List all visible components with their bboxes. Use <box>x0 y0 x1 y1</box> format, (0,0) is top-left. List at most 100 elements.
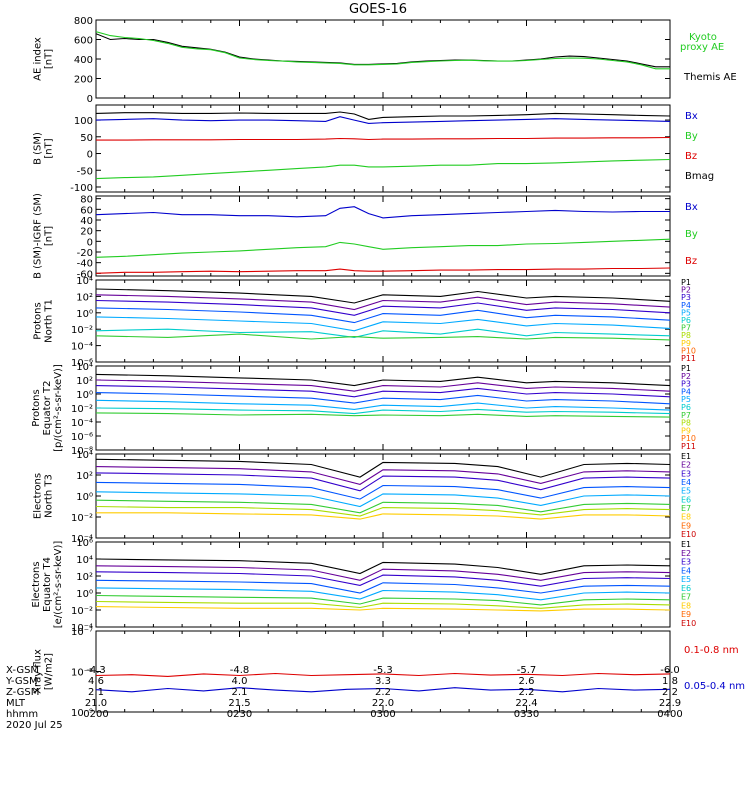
legend-label: P11 <box>681 442 696 451</box>
series-group <box>96 373 670 418</box>
y-tick-label: 10⁻² <box>71 325 93 336</box>
series-line-p4 <box>96 307 670 324</box>
y-axis-label: Electrons <box>31 561 42 607</box>
y-tick-label: 10⁰ <box>76 309 93 320</box>
y-axis-label: [nT] <box>44 138 55 158</box>
panel-pn: 10⁴ 10² 10⁰ 10⁻² 10⁻⁴ 10⁻⁶ Protons North T1 P1P2… <box>33 276 697 369</box>
legend-label: E7 <box>681 504 691 513</box>
series-line-e6 <box>96 594 670 606</box>
series-line-0-05-0-4-nm <box>96 687 670 693</box>
y-tick-label: 0 <box>87 150 93 161</box>
legend-label: Bx <box>685 111 698 122</box>
legend-label: P11 <box>681 354 696 363</box>
x-tick-value: -4.8 <box>230 665 250 676</box>
y-axis-label: [W/m2] <box>44 653 55 690</box>
y-axis-label: Protons <box>33 302 44 339</box>
series-line-p7 <box>96 333 670 341</box>
series-line-p3 <box>96 299 670 316</box>
y-axis-label: Equator T2 <box>42 381 53 436</box>
x-row-label: MLT <box>6 698 26 709</box>
legend-label: E8 <box>681 601 691 610</box>
series-line-p3 <box>96 385 670 398</box>
series-line-bz <box>96 267 670 274</box>
series-line-p6 <box>96 407 670 415</box>
legend-label: P2 <box>681 286 691 295</box>
series-group <box>96 458 670 520</box>
legend-label: E6 <box>681 584 691 593</box>
series-line-0-1-0-8-nm <box>96 672 670 677</box>
series-line-e2 <box>96 565 670 581</box>
y-tick-label: 10⁻² <box>71 606 93 617</box>
legend-label: Bx <box>685 202 698 213</box>
legend-label: Themis AE <box>683 72 737 83</box>
x-tick-value: 0200 <box>83 709 108 720</box>
legend-label: P3 <box>681 293 691 302</box>
y-tick-label: 600 <box>74 36 93 47</box>
y-tick-label: 10⁻² <box>71 404 93 415</box>
series-line-p2 <box>96 379 670 392</box>
series-line-p2 <box>96 294 670 311</box>
y-tick-label: 100 <box>74 116 93 127</box>
legend-label: P8 <box>681 331 691 340</box>
series-line-e1 <box>96 458 670 478</box>
legend-label: P2 <box>681 372 691 381</box>
series-line-e3 <box>96 571 670 587</box>
legend-label: P7 <box>681 324 691 333</box>
panel-pe: 10⁴ 10² 10⁰ 10⁻² 10⁻⁴ 10⁻⁶ 10⁻⁸ Protons Equator … <box>31 362 696 457</box>
x-row-label: X-GSM <box>6 665 39 676</box>
x-tick-value: 2.2 <box>662 687 678 698</box>
series-line-e4 <box>96 481 670 500</box>
legend-label: P6 <box>681 403 691 412</box>
y-axis-label: North T3 <box>44 474 55 518</box>
panel-en: 10⁴ 10² 10⁰ 10⁻² 10⁻⁴ Electrons North T3 E1E2E3… <box>33 450 697 545</box>
legend-label: E3 <box>681 558 691 567</box>
y-tick-label: 50 <box>80 133 93 144</box>
y-tick-label: 200 <box>74 75 93 86</box>
y-tick-label: -50 <box>77 166 93 177</box>
y-tick-label: 0 <box>87 237 93 248</box>
y-tick-label: 10⁰ <box>76 589 93 600</box>
legend-label: P6 <box>681 316 691 325</box>
series-line-e7 <box>96 600 670 609</box>
series-line-e8 <box>96 512 670 520</box>
legend-label: P5 <box>681 308 691 317</box>
panel-xray: 10⁻⁷ 10⁻⁸ 10⁻⁹ Xray flux [W/m2] 0.1-0.8 nm 0.0… <box>33 627 746 719</box>
x-row-label: Z-GSM <box>6 687 39 698</box>
y-tick-label: 10⁻² <box>71 513 93 524</box>
series-group <box>96 31 670 70</box>
panel-ee: 10⁶ 10⁴ 10² 10⁰ 10⁻² 10⁻⁴ Electrons Equator T4[… <box>31 538 696 634</box>
legend-label: E5 <box>681 487 691 496</box>
y-tick-label: 10⁻⁴ <box>71 342 93 353</box>
panel-frame <box>95 279 671 363</box>
series-line-e5 <box>96 587 670 601</box>
x-row-label: Y-GSM <box>5 676 38 687</box>
legend-label: 0.05-0.4 nm <box>684 681 745 692</box>
y-axis-label: Equator T4 <box>42 557 53 612</box>
x-tick-value: 22.0 <box>372 698 394 709</box>
y-tick-label: 10² <box>76 471 93 482</box>
legend-label: P1 <box>681 278 691 287</box>
panel-frame <box>95 541 671 628</box>
legend-label: Bz <box>685 256 697 267</box>
series-line-e6 <box>96 499 670 514</box>
y-axis-label: [p/(cm²-s-sr-keV)] <box>53 364 64 452</box>
series-line-p1 <box>96 373 670 387</box>
series-line-e2 <box>96 466 670 485</box>
figure-title: GOES-16 <box>349 2 407 17</box>
legend-label: E3 <box>681 469 691 478</box>
x-tick-value: 3.3 <box>375 676 391 687</box>
legend-label: Bz <box>685 151 697 162</box>
series-line-p6 <box>96 328 670 338</box>
x-tick-value: 21.5 <box>228 698 250 709</box>
panel-frame <box>95 365 671 451</box>
y-tick-label: 10⁴ <box>76 555 93 566</box>
y-tick-label: 10² <box>76 376 93 387</box>
y-tick-label: 10⁻⁶ <box>71 432 93 443</box>
series-line-themis-ae <box>96 33 670 68</box>
panel-bsm: 100 50 0 -50 -100 B (SM) [nT] Bx By Bz Bmag <box>33 104 714 194</box>
x-tick-value: -5.3 <box>373 665 393 676</box>
x-tick-value: 2.6 <box>519 676 535 687</box>
legend-label: E4 <box>681 566 691 575</box>
x-tick-value: 21.0 <box>85 698 107 709</box>
